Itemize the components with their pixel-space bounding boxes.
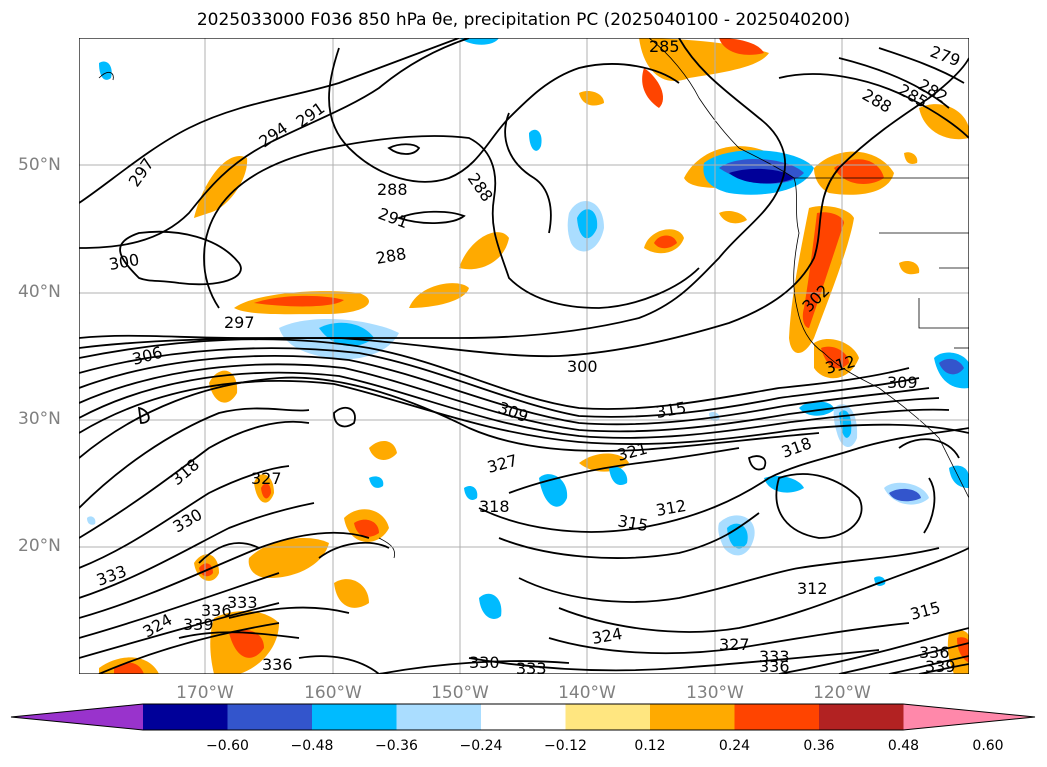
contour-label: 288 [377, 180, 408, 199]
colorbar-segment [481, 704, 566, 730]
contour-label: 336 [201, 601, 232, 620]
colorbar-segment [143, 704, 228, 730]
lon-label-170w: 170°W [176, 683, 234, 703]
lon-label-140w: 140°W [558, 683, 616, 703]
contour-label: 285 [649, 38, 680, 56]
theta-e-contours [79, 38, 969, 674]
colorbar-tick-label: −0.24 [459, 738, 503, 754]
colorbar [10, 703, 1036, 731]
contour-label: 330 [469, 653, 500, 672]
colorbar-segment [819, 704, 904, 730]
colorbar-segment [227, 704, 313, 730]
colorbar-tick-label: 0.12 [634, 738, 666, 754]
colorbar-segment [734, 704, 820, 730]
lat-label-40n: 40°N [18, 282, 61, 302]
contour-label: 318 [479, 497, 510, 516]
colorbar-segments [11, 704, 1035, 730]
graticule [79, 38, 969, 674]
colorbar-extend-high [903, 704, 1035, 730]
contour-label: 297 [224, 313, 255, 332]
colorbar-tick-label: −0.36 [375, 738, 418, 754]
colorbar-segment [565, 704, 651, 730]
colorbar-extend-low [11, 704, 143, 730]
contour-label: 327 [719, 635, 750, 654]
contour-label: 333 [227, 593, 258, 612]
contour-label: 336 [262, 655, 293, 674]
contour-label: 309 [887, 373, 918, 392]
contour-label: 339 [183, 615, 214, 634]
contour-label: 333 [759, 647, 790, 666]
colorbar-tick-label: −0.12 [544, 738, 587, 754]
colorbar-segment [650, 704, 735, 730]
lon-label-160w: 160°W [304, 683, 362, 703]
colorbar-segment [312, 704, 397, 730]
colorbar-tick-label: 0.36 [803, 738, 835, 754]
contour-label: 339 [925, 657, 956, 674]
contour-label: 300 [567, 357, 598, 376]
lon-label-130w: 130°W [686, 683, 744, 703]
lat-label-30n: 30°N [18, 409, 61, 429]
contour-label: 336 [919, 643, 950, 662]
contour-label: 312 [797, 579, 828, 598]
map-title: 2025033000 F036 850 hPa θe, precipitatio… [196, 10, 851, 30]
lon-label-120w: 120°W [813, 683, 871, 703]
colorbar-tick-label: 0.24 [718, 738, 751, 754]
contour-label: 336 [759, 657, 790, 674]
colorbar-tick-label: 0.60 [972, 738, 1004, 754]
contour-label: 327 [251, 469, 282, 488]
lat-label-20n: 20°N [18, 536, 61, 556]
colorbar-segment [396, 704, 482, 730]
colorbar-tick-label: −0.60 [206, 738, 249, 754]
colorbar-tick-label: −0.48 [290, 738, 334, 754]
map-panel: 285 282 279 288 285 294 291 297 288 288 … [79, 38, 969, 674]
contour-label: 333 [516, 659, 547, 674]
lon-label-150w: 150°W [431, 683, 489, 703]
colorbar-tick-label: 0.48 [887, 738, 920, 754]
lat-label-50n: 50°N [18, 155, 61, 175]
